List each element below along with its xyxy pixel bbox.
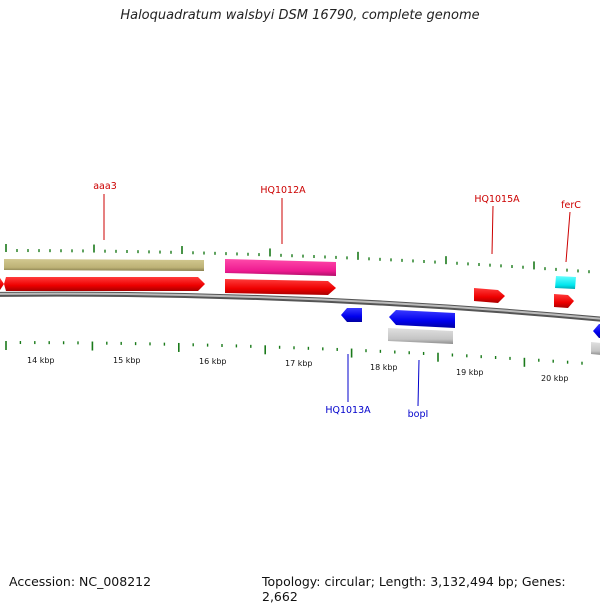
ferC-gene-arrow[interactable] bbox=[554, 294, 574, 308]
scale-label: 16 kbp bbox=[199, 357, 227, 366]
gene-label-HQ1015A[interactable]: HQ1015A bbox=[474, 194, 520, 205]
gene-label-bopI[interactable]: bopI bbox=[408, 409, 429, 420]
HQ1012A-feature-bar[interactable] bbox=[225, 259, 336, 276]
scale-label: 20 kbp bbox=[541, 374, 569, 383]
gene-arrow-forward-left-edge[interactable] bbox=[0, 278, 4, 290]
genome-title: Haloquadratum walsbyi DSM 16790, complet… bbox=[120, 8, 480, 23]
accession-text: Accession: NC_008212 bbox=[9, 574, 152, 589]
HQ1013A-gene-arrow[interactable] bbox=[341, 308, 362, 322]
grey-feature-bar-right-edge[interactable] bbox=[591, 342, 600, 355]
inner-tick-ring bbox=[5, 341, 583, 367]
bopI-leader-line bbox=[417, 359, 420, 407]
aaa3-gene-arrow[interactable] bbox=[4, 277, 205, 291]
gene-label-aaa3[interactable]: aaa3 bbox=[93, 181, 117, 192]
scale-label: 14 kbp bbox=[27, 356, 55, 365]
HQ1012A-gene-arrow[interactable] bbox=[225, 279, 336, 295]
ferC-leader-line bbox=[565, 211, 571, 263]
genome-backbone-highlight bbox=[0, 292, 600, 320]
gene-arrow-reverse-right-edge[interactable] bbox=[593, 324, 600, 338]
scale-label: 15 kbp bbox=[113, 356, 141, 365]
scale-label: 17 kbp bbox=[285, 359, 313, 368]
gene-label-ferC[interactable]: ferC bbox=[561, 200, 581, 211]
ferC-feature-bar[interactable] bbox=[555, 276, 576, 289]
aaa3-feature-bar[interactable] bbox=[4, 259, 204, 271]
gene-label-HQ1013A[interactable]: HQ1013A bbox=[325, 405, 371, 416]
scale-label: 19 kbp bbox=[456, 368, 484, 377]
HQ1015A-gene-arrow[interactable] bbox=[474, 288, 505, 303]
HQ1015A-leader-line bbox=[491, 205, 494, 255]
bopI-gene-arrow[interactable] bbox=[389, 310, 455, 328]
gene-label-HQ1012A[interactable]: HQ1012A bbox=[260, 185, 306, 196]
bopI-feature-bar[interactable] bbox=[388, 328, 453, 344]
outer-tick-ring bbox=[5, 244, 590, 274]
scale-label: 18 kbp bbox=[370, 363, 398, 372]
